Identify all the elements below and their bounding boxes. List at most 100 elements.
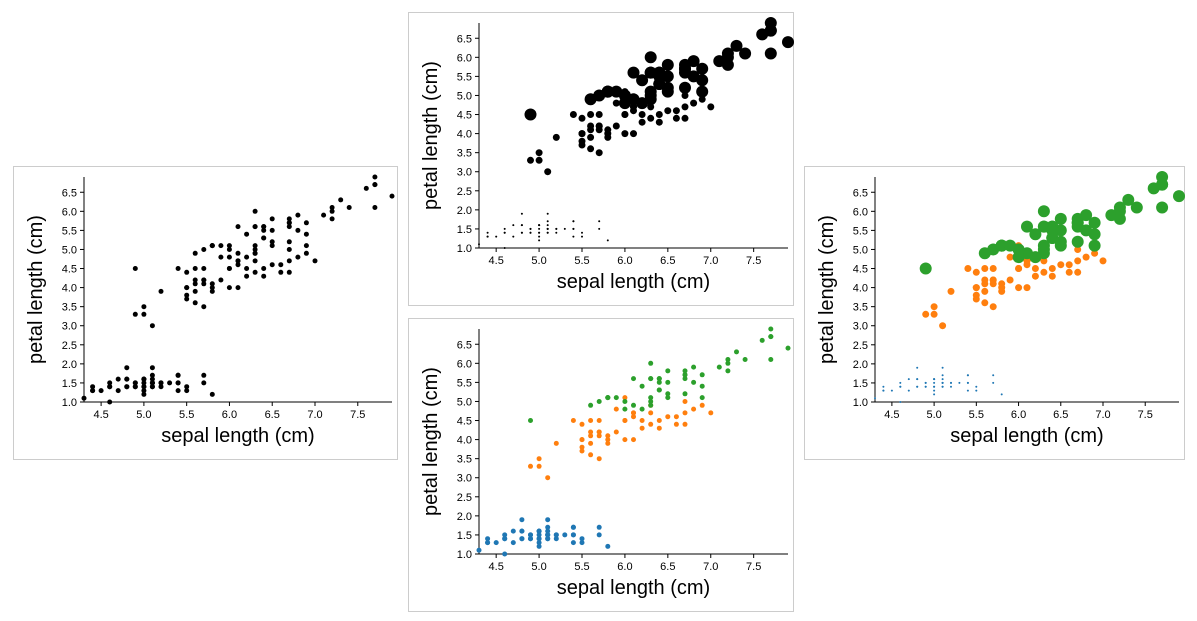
data-point <box>303 250 309 256</box>
data-point <box>639 406 645 412</box>
data-point <box>579 540 585 546</box>
points-group <box>478 17 794 249</box>
x-tick-label: 7.5 <box>746 255 761 267</box>
data-point <box>655 111 663 118</box>
data-point <box>665 395 671 401</box>
data-point <box>1054 235 1067 248</box>
data-point <box>998 284 1006 292</box>
data-point <box>627 66 640 79</box>
scatter-panel-size-by-class: 4.5 5.0 5.5 6.0 6.5 7.0 7.5 1.0 1.5 2.0 2.5 3.0 3.5 4… <box>408 12 794 306</box>
data-point <box>363 185 369 191</box>
data-point <box>570 532 576 538</box>
data-point <box>648 402 654 408</box>
axes-group: 4.5 5.0 5.5 6.0 6.5 7.0 7.5 1.0 1.5 2.0 2.5 3.0 3.5 4… <box>457 23 788 267</box>
data-point <box>596 429 602 435</box>
data-point <box>545 517 551 523</box>
data-point <box>939 322 947 330</box>
data-point <box>520 212 523 215</box>
data-point <box>588 429 594 435</box>
data-point <box>682 421 688 427</box>
data-point <box>882 389 885 392</box>
data-point <box>768 334 774 340</box>
data-point <box>639 383 645 389</box>
data-point <box>681 114 689 122</box>
data-point <box>149 372 155 378</box>
data-point <box>1130 201 1143 214</box>
data-point <box>621 111 629 118</box>
data-point <box>536 528 542 534</box>
data-point <box>201 380 207 386</box>
data-point <box>192 277 198 283</box>
data-point <box>584 93 597 106</box>
y-tick-label: 5.5 <box>62 225 77 237</box>
data-point <box>972 295 980 303</box>
data-point <box>252 247 258 252</box>
data-point <box>907 389 910 392</box>
points-group <box>476 326 791 557</box>
data-point <box>524 108 537 121</box>
data-point <box>252 224 258 230</box>
x-tick-label: 5.0 <box>531 561 546 573</box>
data-point <box>630 107 637 115</box>
y-axis-title: petal length (cm) <box>816 215 838 364</box>
data-point <box>536 543 542 549</box>
data-point <box>184 285 190 291</box>
scatter-plot-svg: 4.5 5.0 5.5 6.0 6.5 7.0 7.5 1.0 1.5 2.0 2.5 3.0 3.5 4… <box>816 171 1185 447</box>
data-point <box>115 376 121 382</box>
y-tick-label: 5.5 <box>853 225 868 237</box>
data-point <box>553 536 559 542</box>
data-point <box>1088 216 1101 229</box>
data-point <box>158 288 164 294</box>
data-point <box>966 374 969 377</box>
data-point <box>916 378 919 381</box>
data-point <box>610 85 623 98</box>
x-tick-label: 5.0 <box>136 409 151 421</box>
data-point <box>989 280 997 288</box>
data-point <box>141 311 147 317</box>
y-tick-label: 4.0 <box>457 435 472 447</box>
x-tick-label: 6.5 <box>660 561 675 573</box>
data-point <box>572 227 575 230</box>
y-tick-label: 2.5 <box>457 492 472 504</box>
data-point <box>107 380 113 386</box>
data-point <box>595 149 603 157</box>
data-point <box>538 231 541 234</box>
data-point <box>661 81 674 94</box>
data-point <box>544 168 552 176</box>
data-point <box>621 130 629 138</box>
y-tick-label: 6.5 <box>457 33 472 45</box>
y-axis-title: petal length (cm) <box>25 215 47 364</box>
data-point <box>596 418 602 423</box>
data-point <box>924 385 927 388</box>
data-point <box>536 540 542 546</box>
y-tick-label: 2.5 <box>62 340 77 352</box>
data-point <box>303 220 309 226</box>
data-point <box>764 24 777 37</box>
data-point <box>1048 272 1056 280</box>
data-point <box>672 114 680 122</box>
data-point <box>209 288 215 294</box>
points-group <box>874 171 1185 403</box>
data-point <box>545 536 551 542</box>
data-point <box>588 433 594 439</box>
data-point <box>672 107 680 115</box>
data-point <box>1122 193 1135 206</box>
data-point <box>665 391 671 397</box>
data-point <box>201 281 207 287</box>
data-point <box>570 418 576 423</box>
y-tick-label: 4.5 <box>62 264 77 276</box>
data-point <box>682 410 688 416</box>
data-point <box>930 303 938 311</box>
x-tick-label: 7.0 <box>703 561 718 573</box>
y-tick-label: 6.0 <box>62 206 77 218</box>
data-point <box>545 528 551 534</box>
data-point <box>510 528 516 534</box>
data-point <box>538 224 541 227</box>
data-point <box>149 384 155 390</box>
data-point <box>1029 228 1042 241</box>
data-point <box>520 224 523 227</box>
data-point <box>286 224 292 230</box>
data-point <box>278 269 284 275</box>
data-point <box>941 366 944 369</box>
data-point <box>721 58 734 71</box>
